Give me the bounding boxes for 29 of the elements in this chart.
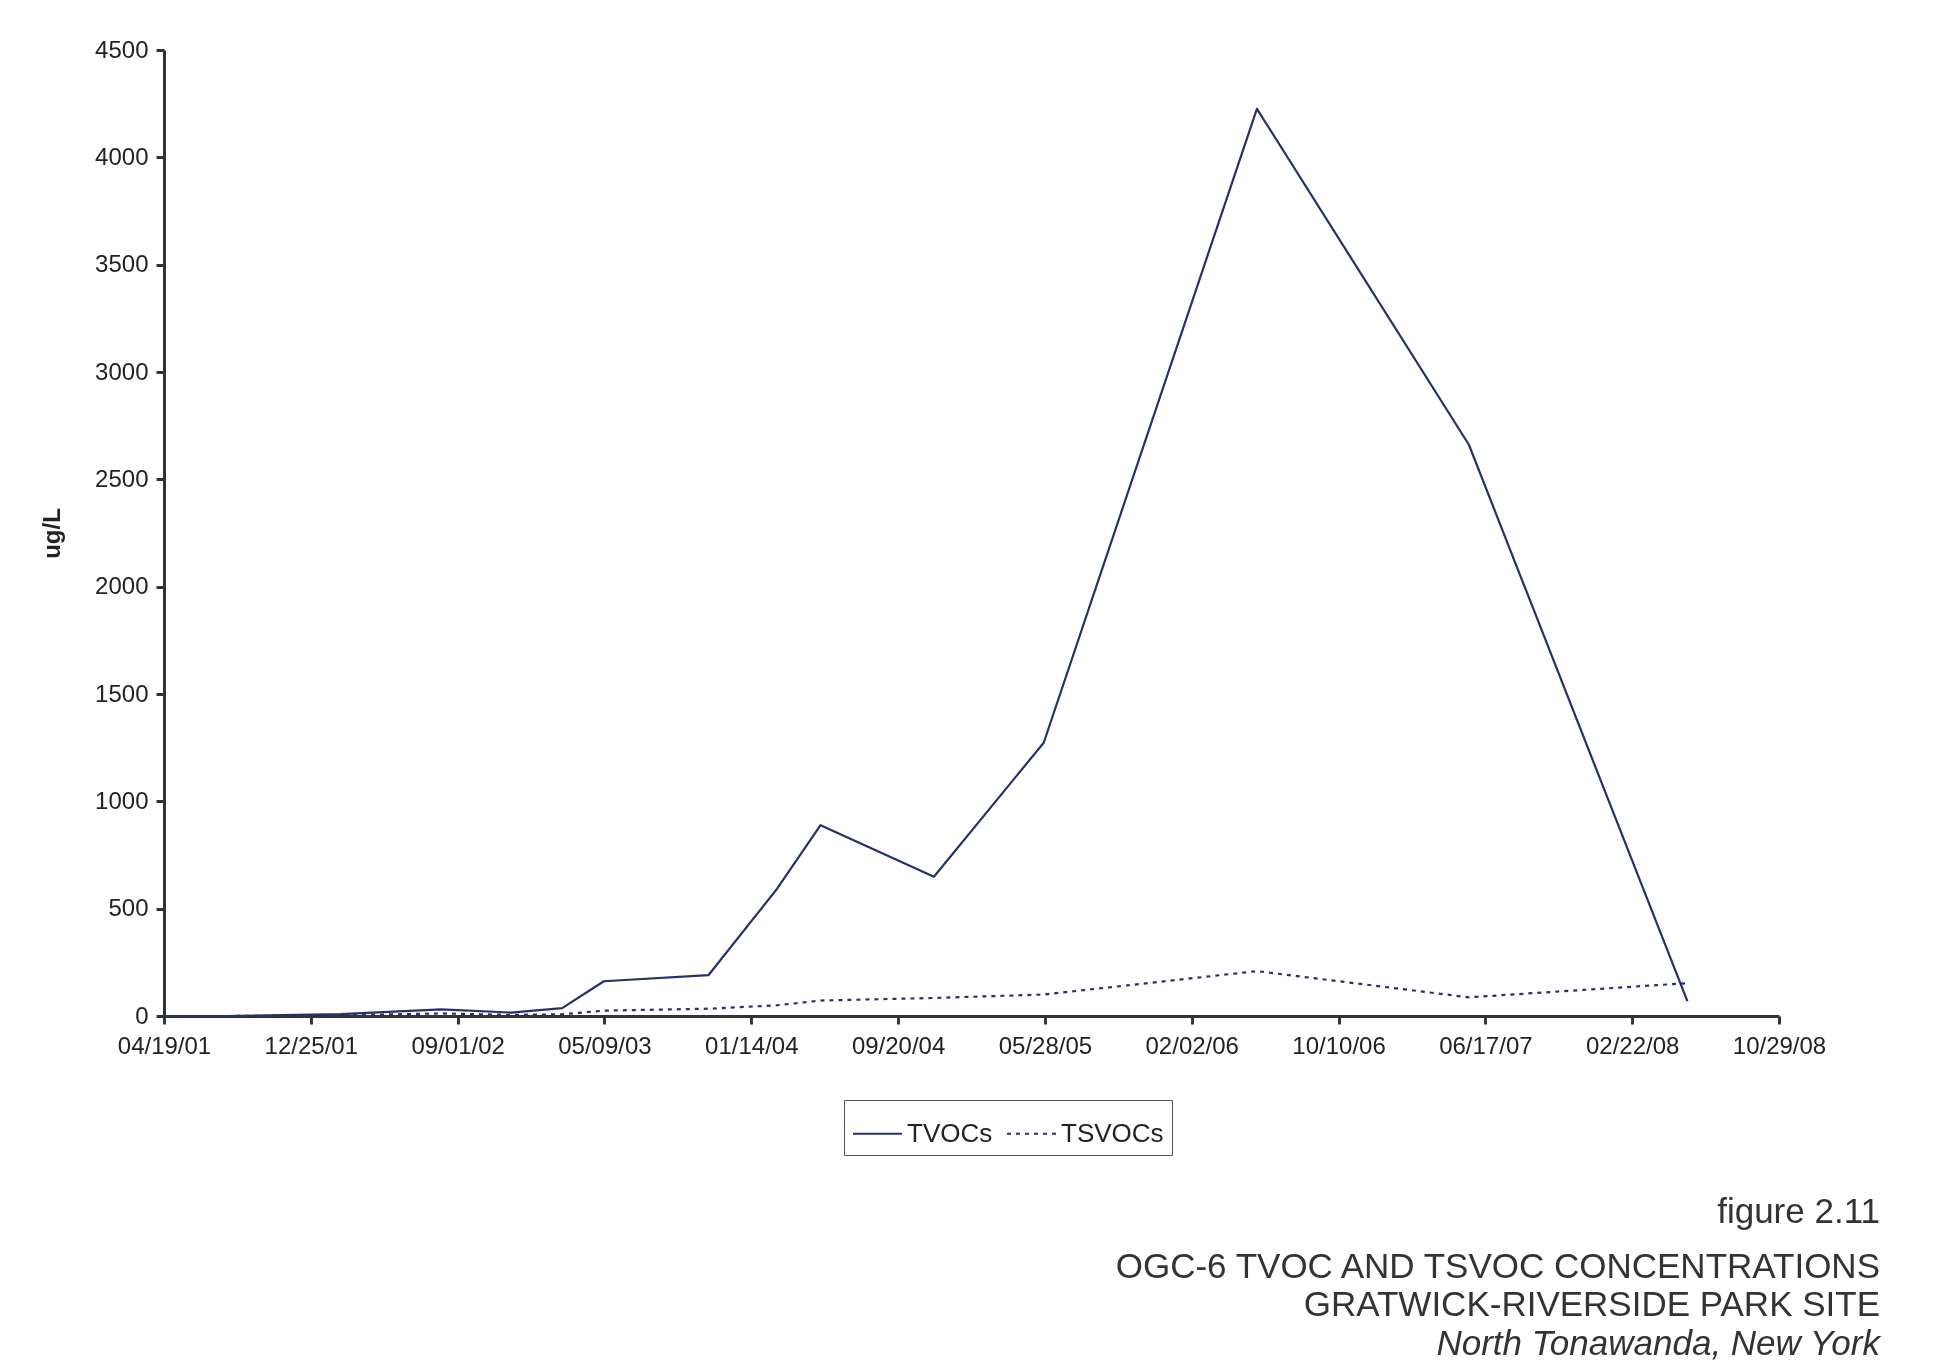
y-tick-label: 0 [135,1001,149,1029]
y-tick-label: 4000 [95,142,149,170]
x-tick-label: 09/01/02 [411,1031,505,1059]
y-axis-title: ug/L [38,508,66,559]
y-tick-label: 1000 [95,786,149,814]
y-tick-label: 1500 [95,679,149,707]
y-tick-label: 4500 [95,35,149,63]
x-tick-label: 02/02/06 [1145,1031,1239,1059]
x-tick-label: 04/19/01 [117,1031,212,1059]
y-tick-label: 2500 [95,464,149,492]
x-tick-label: 05/09/03 [558,1031,652,1059]
x-tick-label: 05/28/05 [998,1031,1093,1059]
y-tick-label: 2000 [95,572,149,600]
x-tick-label: 09/20/04 [851,1031,946,1059]
x-tick-label: 10/29/08 [1732,1031,1827,1059]
x-tick-label: 01/14/04 [705,1031,799,1059]
legend-label: TSVOCs [1061,1117,1164,1148]
legend-label: TVOCs [907,1117,993,1148]
x-tick-label: 12/25/01 [264,1031,359,1059]
caption: figure 2.11 [1716,1191,1880,1231]
x-tick-label: 06/17/07 [1439,1031,1533,1059]
text: OGC-6 TVOC AND TSVOC CONCENTRATIONS [1114,1245,1880,1285]
x-tick-label: 02/22/08 [1585,1031,1680,1059]
text: North Tonawanda, New York [1435,1322,1880,1362]
x-tick-label: 10/10/06 [1292,1031,1386,1059]
y-tick-label: 3500 [95,250,149,278]
y-tick-label: 500 [108,894,149,922]
text: GRATWICK-RIVERSIDE PARK SITE [1302,1284,1880,1324]
y-tick-label: 3000 [95,357,149,385]
